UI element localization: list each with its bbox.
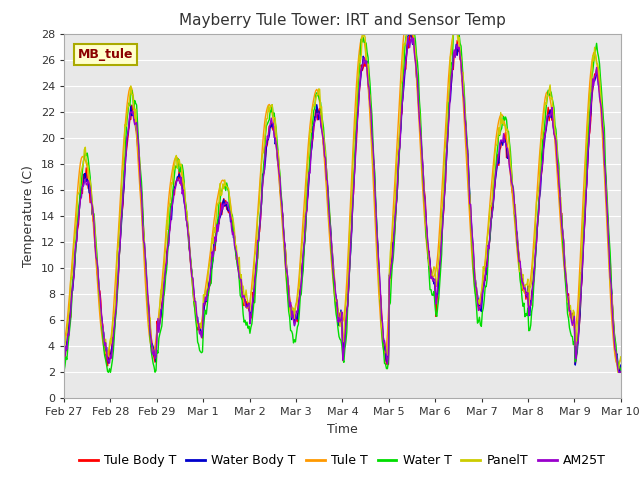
Water Body T	[617, 362, 625, 368]
Water T	[548, 95, 556, 101]
Line: AM25T: AM25T	[64, 37, 621, 372]
PanelT	[547, 96, 555, 102]
AM25T	[617, 369, 625, 375]
Water Body T	[586, 119, 594, 124]
Water Body T	[615, 370, 623, 375]
Water T	[396, 139, 404, 145]
Tule T	[63, 321, 71, 326]
Tule T	[437, 208, 445, 214]
Tule Body T	[406, 31, 413, 37]
Tule T	[60, 338, 68, 344]
AM25T	[255, 238, 262, 243]
Tule Body T	[255, 230, 262, 236]
Legend: Tule Body T, Water Body T, Tule T, Water T, PanelT, AM25T: Tule Body T, Water Body T, Tule T, Water…	[74, 449, 611, 472]
Water Body T	[547, 115, 555, 120]
PanelT	[614, 370, 621, 375]
AM25T	[586, 125, 594, 131]
Tule Body T	[586, 129, 594, 135]
Tule T	[547, 102, 555, 108]
AM25T	[547, 110, 555, 116]
PanelT	[60, 348, 68, 353]
Tule Body T	[437, 252, 445, 258]
PanelT	[396, 121, 404, 127]
AM25T	[63, 347, 71, 352]
Title: Mayberry Tule Tower: IRT and Sensor Temp: Mayberry Tule Tower: IRT and Sensor Temp	[179, 13, 506, 28]
Tule Body T	[617, 369, 625, 375]
Water Body T	[63, 340, 71, 346]
Tule T	[617, 357, 625, 363]
Line: Water T: Water T	[64, 34, 621, 372]
Line: Tule Body T: Tule Body T	[64, 34, 621, 372]
PanelT	[617, 354, 625, 360]
PanelT	[63, 331, 71, 336]
Water Body T	[396, 152, 403, 158]
Water Body T	[255, 238, 262, 243]
Tule Body T	[547, 112, 555, 118]
Y-axis label: Temperature (C): Temperature (C)	[22, 165, 35, 267]
AM25T	[404, 35, 412, 40]
Water T	[60, 369, 68, 374]
Tule T	[586, 79, 594, 85]
Water T	[587, 96, 595, 102]
Water Body T	[60, 358, 68, 363]
Tule T	[614, 361, 621, 367]
Tule Body T	[63, 339, 71, 345]
PanelT	[437, 228, 445, 234]
AM25T	[437, 251, 445, 257]
Tule Body T	[616, 370, 623, 375]
Line: Tule T: Tule T	[64, 34, 621, 364]
AM25T	[396, 149, 403, 155]
Tule T	[396, 105, 403, 110]
Water T	[256, 221, 264, 227]
PanelT	[586, 87, 594, 93]
Water Body T	[406, 31, 413, 36]
Tule Body T	[60, 347, 68, 353]
Tule Body T	[396, 152, 403, 157]
PanelT	[255, 209, 262, 215]
Water T	[617, 367, 625, 373]
AM25T	[60, 355, 68, 361]
Water T	[438, 251, 445, 257]
Line: Water Body T: Water Body T	[64, 34, 621, 372]
PanelT	[358, 31, 366, 36]
Water T	[403, 31, 411, 36]
AM25T	[615, 370, 623, 375]
Tule T	[255, 197, 262, 203]
Water T	[63, 357, 71, 362]
Water Body T	[437, 257, 445, 263]
Water T	[105, 370, 113, 375]
Tule T	[400, 31, 408, 36]
Line: PanelT: PanelT	[64, 34, 621, 372]
Text: MB_tule: MB_tule	[78, 48, 133, 61]
X-axis label: Time: Time	[327, 423, 358, 436]
